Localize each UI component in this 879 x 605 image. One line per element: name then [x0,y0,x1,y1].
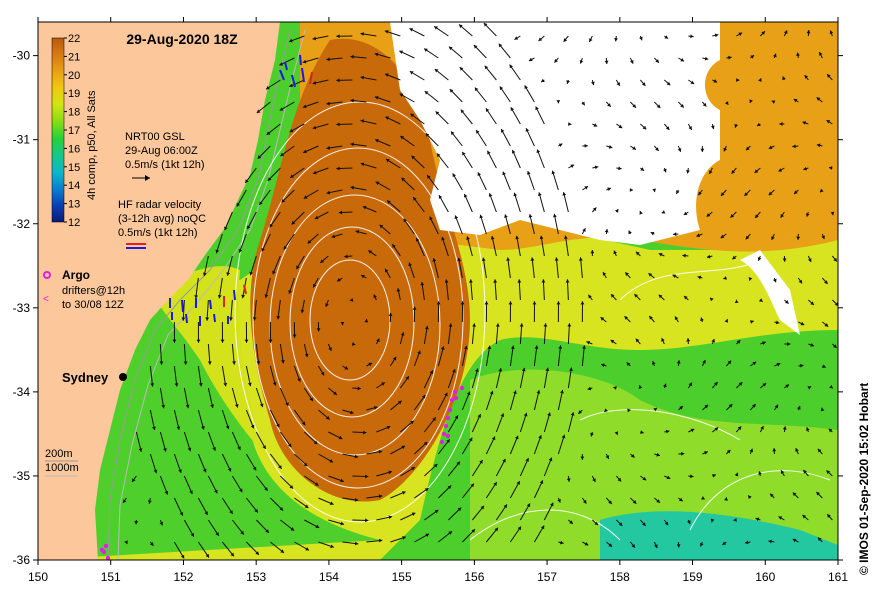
drifters-label-line2: to 30/08 12Z [62,299,124,311]
gsl-legend-line2: 29-Aug 06:00Z [125,145,198,157]
drifter-point [450,398,454,402]
colorbar-tick-label: 16 [68,143,80,155]
drifter-point [453,390,457,394]
colorbar-tick-label: 14 [68,180,80,192]
depth-legend-1000m: 1000m [45,462,79,474]
colorbar-tick-label: 20 [68,70,80,82]
colorbar-tick-label: 21 [68,51,80,63]
colorbar-tick-label: 17 [68,125,80,137]
drifter-point [454,396,458,400]
gsl-legend-line1: NRT00 GSL [125,131,185,143]
hf-radar-arrow [234,290,235,300]
drifter-point [446,416,450,420]
x-tick-label: 155 [392,570,412,584]
x-tick-label: 153 [246,570,266,584]
y-tick-label: -36 [13,553,31,567]
hf-radar-arrow [210,300,211,309]
y-tick-label: -31 [13,133,31,147]
colorbar-tick-label: 19 [68,88,80,100]
y-tick-label: -35 [13,469,31,483]
y-tick-label: -34 [13,385,31,399]
sydney-label: Sydney [62,370,109,385]
gsl-legend-line3: 0.5m/s (1kt 12h) [125,159,204,171]
hf-radar-arrow [214,314,215,322]
map-title: 29-Aug-2020 18Z [126,31,238,47]
drifter-point [440,440,444,444]
y-tick-label: -32 [13,217,31,231]
colorbar-tick-label: 13 [68,199,80,211]
drifters-label-line1: drifters@12h [62,285,125,297]
x-tick-label: 161 [828,570,848,584]
drifter-point [446,434,450,438]
credit-label: © IMOS 01-Sep-2020 15:02 Hobart [857,383,871,575]
hf-radar-arrow [182,300,183,312]
hf-legend-line3: 0.5m/s (1kt 12h) [118,227,197,239]
hf-legend-line2: (3-12h avg) noQC [118,213,206,225]
hf-radar-arrow [300,55,301,65]
map-plot-area [38,22,838,560]
colorbar-tick-label: 18 [68,107,80,119]
x-tick-label: 152 [173,570,193,584]
x-tick-label: 159 [683,570,703,584]
hf-radar-arrow [186,314,187,323]
drifter-point [100,548,104,552]
drifter-point [444,424,448,428]
drifter-point [442,432,446,436]
x-tick-label: 150 [28,570,48,584]
x-tick-label: 157 [537,570,557,584]
drifter-marker-icon: < [43,294,49,305]
depth-legend-200m: 200m [45,448,73,460]
x-tick-label: 156 [464,570,484,584]
sydney-dot [119,373,127,381]
drifter-point [460,386,464,390]
colorbar-gradient [52,38,64,222]
colorbar-tick-label: 22 [68,33,80,45]
hf-legend-line1: HF radar velocity [118,199,202,211]
colorbar-tick-label: 15 [68,162,80,174]
drifter-point [104,544,108,548]
colorbar-label: 4h comp, p50, All Sats [86,90,98,200]
y-tick-label: -33 [13,301,31,315]
x-tick-label: 154 [319,570,339,584]
drifter-point [448,408,452,412]
x-tick-label: 160 [755,570,775,584]
x-tick-label: 158 [610,570,630,584]
x-tick-label: 151 [101,570,121,584]
y-tick-label: -30 [13,49,31,63]
argo-label: Argo [62,268,90,282]
colorbar-tick-label: 12 [68,217,80,229]
